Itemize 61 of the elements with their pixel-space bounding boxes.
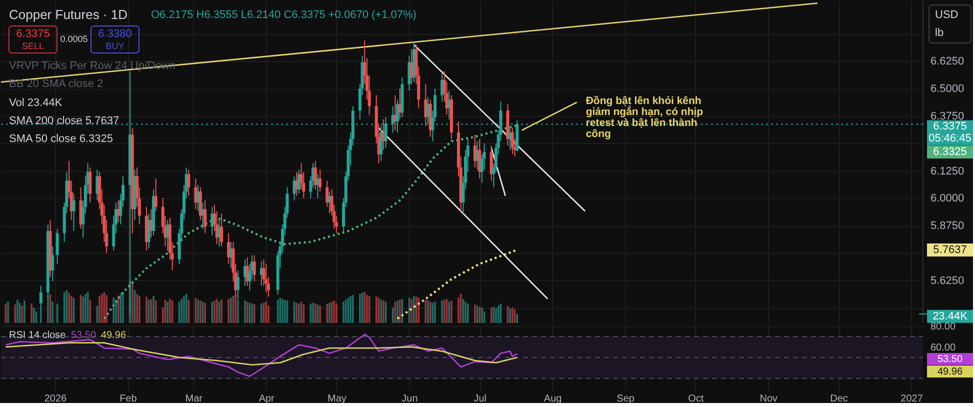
- annotation: Đồng bật lên khỏi kênh giảm ngắn hạn, có nhịp retest và bật lên thành công: [586, 95, 704, 140]
- candlestick: [187, 169, 190, 196]
- candlestick: [72, 193, 76, 232]
- annotation: SMA 50 close 6.3325: [9, 133, 113, 145]
- candlestick: [318, 169, 322, 192]
- x-tick-label: Mar: [185, 394, 204, 404]
- x-tick-label: Nov: [760, 394, 778, 404]
- candlestick: [252, 254, 256, 282]
- y-tick-label: 6.6250: [930, 56, 964, 68]
- candlestick: [490, 145, 493, 182]
- candlestick: [326, 180, 329, 208]
- y-tick-label: 80.00: [930, 322, 956, 332]
- text: 6.3325: [933, 146, 967, 158]
- annotation: SMA 200 close 5.7637: [9, 115, 120, 127]
- annotation: 6.3380: [98, 28, 132, 40]
- annotation: BB 20 SMA close 2: [9, 78, 104, 90]
- y-tick-label: 5.8750: [930, 220, 964, 232]
- text: 5.7637: [933, 244, 967, 256]
- line-series: [4, 342, 518, 366]
- candlestick: [204, 200, 207, 234]
- candlestick: [220, 212, 224, 247]
- y-tick-label: 6.3750: [930, 110, 964, 122]
- annotation: 53.50: [71, 330, 96, 341]
- annotation: 6.3375: [16, 28, 50, 40]
- candlestick: [236, 270, 240, 300]
- annotation: O6.2175 H6.3555 L6.2140 C6.3375 +0.0670 (+1.07%): [151, 9, 416, 21]
- y-tick-label: 5.6250: [930, 274, 964, 287]
- annotation: Vol 23.44K: [9, 97, 63, 109]
- x-tick-label: 2027: [900, 394, 924, 404]
- candlestick: [264, 263, 268, 293]
- text: lb: [935, 27, 944, 39]
- candlestick: [297, 169, 300, 194]
- x-tick-label: Oct: [688, 394, 704, 404]
- text: 53.50: [937, 354, 963, 365]
- text: 49.96: [937, 366, 963, 378]
- line-series: [396, 248, 518, 320]
- candlestick: [51, 246, 54, 282]
- candlestick: [478, 138, 482, 179]
- ref-line-label: 6.3375 05:46:45: [928, 120, 972, 145]
- x-tick-label: Feb: [120, 394, 138, 404]
- x-tick-label: Jun: [402, 394, 418, 404]
- y-tick-label: 6.0000: [930, 192, 964, 205]
- annotation: BUY: [106, 41, 124, 51]
- y-tick-label: 60.00: [930, 342, 956, 354]
- annotation: 0.0005: [60, 34, 88, 44]
- candlestick: [56, 228, 59, 264]
- chart-title: Copper Futures · 1D: [9, 7, 128, 22]
- text: USD: [935, 9, 958, 21]
- candlestick: [510, 128, 514, 155]
- x-tick-label: Dec: [830, 394, 848, 404]
- y2-tick-label: 23.44K: [932, 310, 968, 322]
- candlestick: [88, 166, 92, 204]
- annotation: SELL: [22, 41, 44, 51]
- y-tick-label: 6.1250: [930, 165, 964, 178]
- y-tick-label: 6.5000: [930, 83, 964, 96]
- x-tick-label: 2026: [44, 394, 68, 404]
- candlestick: [227, 232, 230, 264]
- annotation: 49.96: [101, 330, 126, 341]
- x-tick-label: Jul: [474, 394, 486, 404]
- candlestick: [154, 178, 158, 212]
- chart-title: RSI 14 close: [9, 330, 66, 341]
